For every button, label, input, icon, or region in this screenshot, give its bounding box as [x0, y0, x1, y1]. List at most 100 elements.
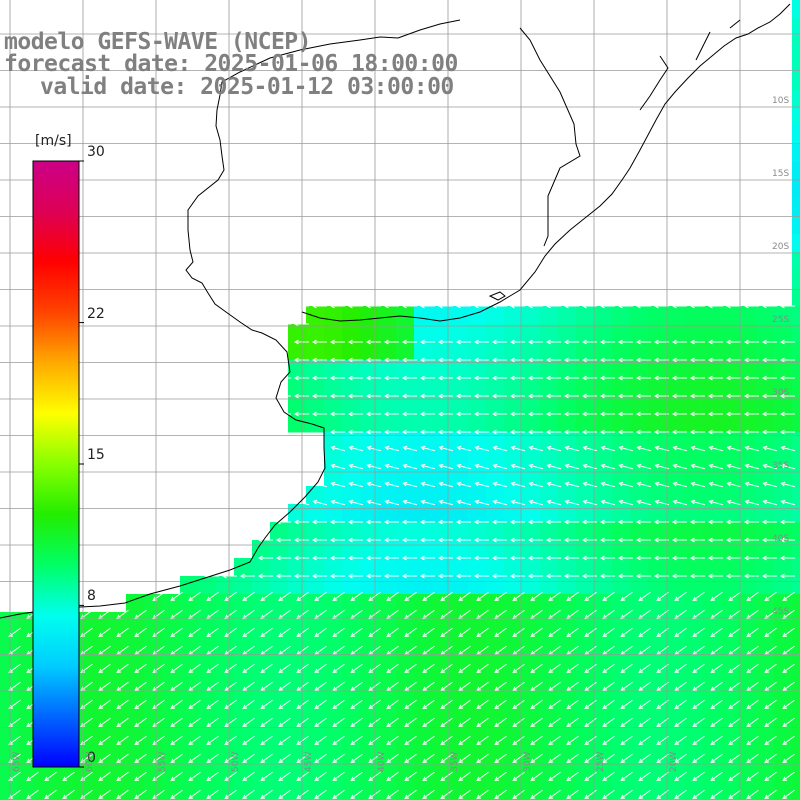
- wind-arrow: [671, 429, 687, 435]
- wind-arrow: [242, 627, 255, 638]
- wind-speed-cell: [666, 432, 685, 451]
- wind-arrow: [584, 753, 597, 764]
- wind-speed-cell: [756, 342, 775, 361]
- wind-speed-cell: [360, 342, 379, 361]
- wind-speed-cell: [756, 702, 775, 721]
- wind-arrow: [512, 663, 525, 674]
- wind-arrow: [782, 681, 795, 692]
- wind-speed-cell: [468, 774, 487, 793]
- wind-arrow: [455, 537, 471, 543]
- wind-speed-cell: [252, 594, 271, 613]
- wind-speed-cell: [324, 792, 343, 800]
- wind-speed-cell: [558, 414, 577, 433]
- wind-arrow: [98, 681, 111, 692]
- wind-speed-cell: [540, 306, 559, 325]
- wind-speed-cell: [306, 684, 325, 703]
- wind-arrow: [566, 717, 579, 728]
- wind-speed-cell: [270, 648, 289, 667]
- wind-arrow: [188, 627, 201, 638]
- wind-arrow: [383, 429, 399, 435]
- wind-arrow: [620, 789, 633, 800]
- wind-speed-cell: [378, 342, 397, 361]
- wind-arrow: [581, 339, 597, 345]
- wind-arrow: [456, 499, 472, 506]
- wind-speed-cell: [0, 702, 19, 721]
- wind-speed-cell: [756, 558, 775, 577]
- wind-arrow: [728, 663, 741, 674]
- wind-speed-cell: [324, 702, 343, 721]
- wind-speed-cell: [774, 378, 793, 397]
- wind-speed-cell: [684, 576, 703, 595]
- wind-arrow: [671, 375, 687, 381]
- wind-arrow: [620, 681, 633, 692]
- wind-speed-cell: [378, 666, 397, 685]
- wind-arrow: [383, 375, 399, 381]
- wind-speed-cell: [792, 414, 800, 433]
- wind-arrow: [440, 627, 453, 638]
- wind-speed-cell: [684, 522, 703, 541]
- wind-arrow: [420, 499, 436, 506]
- wind-arrow: [491, 393, 507, 399]
- wind-arrow: [347, 519, 363, 525]
- wind-arrow: [404, 681, 417, 692]
- wind-arrow: [260, 789, 273, 800]
- wind-speed-cell: [666, 648, 685, 667]
- wind-arrow: [329, 393, 345, 399]
- wind-speed-cell: [522, 702, 541, 721]
- wind-speed-cell: [432, 522, 451, 541]
- wind-speed-cell: [540, 792, 559, 800]
- wind-arrow: [494, 789, 507, 800]
- wind-speed-cell: [738, 378, 757, 397]
- wind-speed-cell: [720, 342, 739, 361]
- wind-speed-cell: [666, 378, 685, 397]
- wind-speed-cell: [198, 702, 217, 721]
- wind-arrow: [746, 735, 759, 746]
- longitude-label: 35W: [450, 751, 460, 772]
- wind-arrow: [779, 393, 795, 399]
- wind-arrow: [546, 463, 562, 470]
- longitude-label: 40W: [377, 751, 387, 772]
- wind-speed-cell: [648, 342, 667, 361]
- wind-arrow: [566, 591, 579, 602]
- wind-speed-cell: [612, 648, 631, 667]
- wind-arrow: [746, 699, 759, 710]
- wind-speed-cell: [756, 396, 775, 415]
- wind-speed-cell: [702, 360, 721, 379]
- wind-speed-cell: [468, 720, 487, 739]
- wind-arrow: [347, 555, 363, 561]
- wind-speed-cell: [198, 774, 217, 793]
- wind-speed-cell: [360, 378, 379, 397]
- wind-arrow: [116, 717, 129, 728]
- wind-arrow: [437, 555, 453, 561]
- wind-arrow: [566, 789, 579, 800]
- wind-arrow: [548, 789, 561, 800]
- wind-arrow: [638, 735, 651, 746]
- wind-speed-cell: [666, 360, 685, 379]
- wind-arrow: [546, 499, 562, 506]
- wind-speed-cell: [594, 702, 613, 721]
- wind-speed-cell: [414, 738, 433, 757]
- wind-speed-cell: [756, 432, 775, 451]
- wind-arrow: [278, 771, 291, 782]
- wind-arrow: [545, 573, 561, 579]
- wind-arrow: [512, 753, 525, 764]
- wind-arrow: [419, 393, 435, 399]
- wind-speed-cell: [414, 378, 433, 397]
- wind-arrow: [437, 429, 453, 435]
- wind-arrow: [671, 393, 687, 399]
- wind-speed-cell: [306, 342, 325, 361]
- wind-speed-cell: [540, 450, 559, 469]
- wind-speed-cell: [234, 666, 253, 685]
- wind-arrow: [224, 753, 237, 764]
- wind-speed-cell: [738, 504, 757, 523]
- wind-arrow: [548, 591, 561, 602]
- wind-speed-cell: [468, 576, 487, 595]
- wind-speed-cell: [90, 792, 109, 800]
- wind-arrow: [62, 789, 75, 800]
- colorbar-tick-label: 8: [87, 588, 96, 605]
- wind-arrow: [473, 411, 489, 417]
- wind-arrow: [620, 717, 633, 728]
- wind-speed-cell: [108, 666, 127, 685]
- wind-speed-cell: [702, 792, 721, 800]
- wind-arrow: [329, 555, 345, 561]
